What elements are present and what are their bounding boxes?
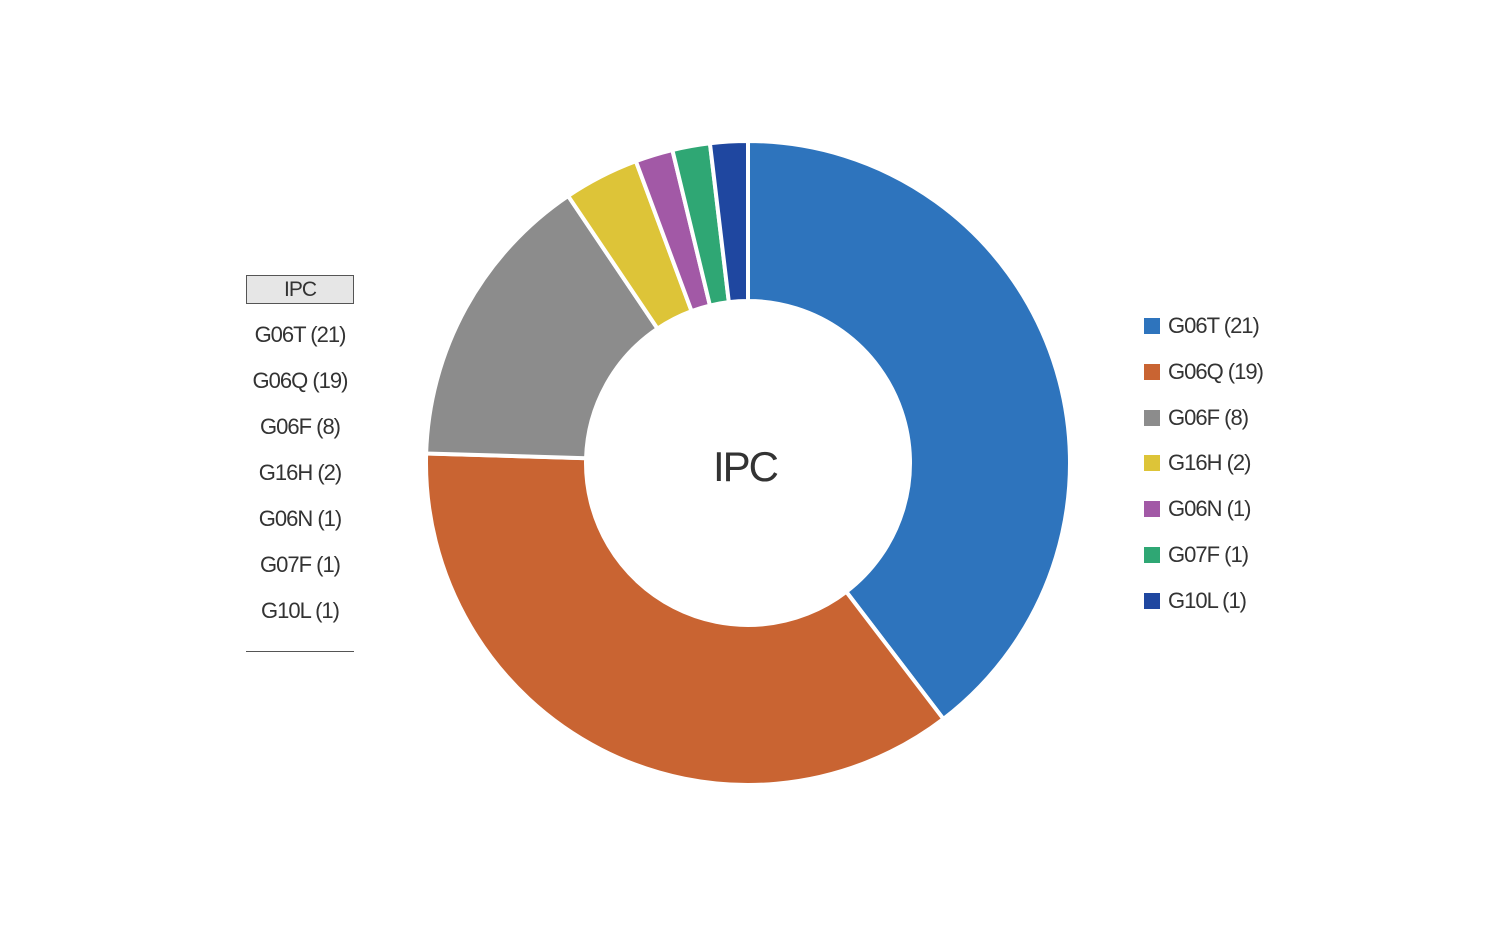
donut-slice — [746, 138, 1072, 722]
legend-swatch — [1144, 363, 1160, 380]
legend-label: G06T (21) — [1168, 313, 1260, 338]
ipc-table-row: G07F (1) — [259, 552, 341, 577]
legend-item: G16H (2) — [1144, 448, 1263, 494]
ipc-table-row: G16H (2) — [258, 460, 342, 485]
chart-legend: G06T (21) G06Q (19) G06F (8) G16H (2) G0… — [1144, 311, 1264, 632]
ipc-table-row: G06F (8) — [259, 414, 341, 439]
legend-swatch — [1144, 455, 1160, 472]
ipc-table-row: G06T (21) — [254, 322, 347, 347]
legend-item: G10L (1) — [1144, 586, 1263, 632]
legend-label: G10L (1) — [1168, 587, 1247, 613]
legend-label: G06Q (19) — [1168, 358, 1264, 384]
ipc-table-row: G06Q (19) — [252, 368, 349, 393]
legend-item: G06T (21) — [1144, 311, 1263, 357]
legend-swatch — [1144, 546, 1160, 563]
donut-slices — [424, 138, 1072, 787]
legend-item: G06F (8) — [1144, 403, 1263, 449]
legend-swatch — [1144, 592, 1160, 609]
ipc-table-row: G10L (1) — [260, 598, 340, 623]
legend-swatch — [1144, 409, 1160, 426]
legend-label: G16H (2) — [1168, 450, 1251, 476]
ipc-table-bottom-rule — [246, 651, 354, 652]
donut-slice — [424, 193, 661, 461]
donut-center-label: IPC — [713, 443, 778, 490]
ipc-table: IPC G06T (21) G06Q (19) G06F (8) G16H (2… — [246, 275, 354, 652]
legend-item: G06Q (19) — [1144, 357, 1264, 403]
ipc-table-row: G06N (1) — [258, 506, 342, 531]
ipc-table-rows: G06T (21) G06Q (19) G06F (8) G16H (2) G0… — [246, 320, 354, 642]
legend-item: G07F (1) — [1144, 540, 1263, 586]
legend-swatch — [1144, 318, 1160, 334]
legend-label: G07F (1) — [1168, 541, 1249, 567]
legend-label: G06N (1) — [1168, 496, 1251, 522]
legend-swatch — [1144, 501, 1160, 518]
legend-item: G06N (1) — [1144, 494, 1263, 540]
legend-label: G06F (8) — [1168, 404, 1249, 430]
ipc-table-header: IPC — [246, 275, 354, 304]
donut-slice — [707, 138, 750, 305]
donut-slice — [424, 451, 947, 787]
